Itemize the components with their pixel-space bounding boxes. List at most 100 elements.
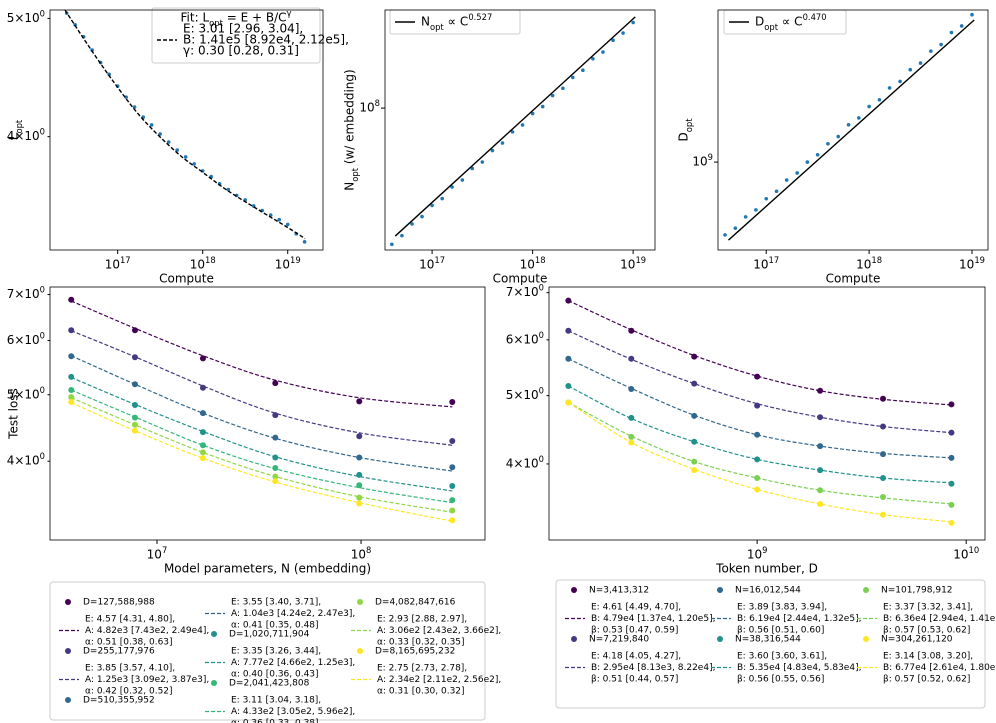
fit-line — [70, 355, 453, 472]
plot-area — [68, 296, 456, 524]
legend-marker — [65, 697, 71, 703]
legend-label: α: 0.51 [0.38, 0.63] — [85, 638, 173, 648]
legend-label: β: 0.57 [0.52, 0.62] — [883, 675, 970, 685]
legend-label: B: 6.19e4 [2.44e4, 1.32e5], — [737, 614, 861, 624]
data-point — [570, 75, 575, 80]
legend-label: α: 0.40 [0.36, 0.43] — [231, 670, 319, 680]
data-point — [183, 155, 188, 159]
data-point — [540, 104, 545, 109]
legend-label: E: 4.18 [4.05, 4.27], — [591, 652, 681, 662]
data-point — [631, 20, 635, 25]
legend-label: γ: 0.30 [0.28, 0.31] — [183, 44, 299, 58]
legend-label: A: 4.33e2 [3.05e2, 5.96e2], — [231, 707, 355, 717]
data-point — [356, 500, 363, 507]
data-point — [272, 454, 279, 461]
data-point — [628, 355, 635, 362]
legend-label: D=510,355,952 — [83, 696, 155, 706]
data-point — [199, 429, 206, 436]
y-tick-label: 7×100 — [7, 284, 45, 301]
x-tick-label: 1019 — [959, 255, 985, 272]
data-point — [948, 501, 955, 508]
fit-line — [728, 19, 975, 241]
y-tick-label: 5×100 — [7, 384, 45, 401]
data-point — [131, 402, 138, 409]
data-point — [754, 486, 761, 493]
y-tick-label: 4×100 — [506, 453, 544, 470]
legend-marker — [65, 648, 71, 654]
data-point — [970, 12, 974, 17]
data-point — [743, 215, 748, 219]
y-axis-label: Dopt — [677, 118, 694, 142]
legend-label: E: 3.35 [3.26, 3.44], — [231, 647, 321, 657]
x-tick-label: 1018 — [190, 255, 216, 272]
axes-frame — [717, 9, 989, 251]
legend-marker — [717, 636, 723, 642]
data-point — [277, 217, 281, 222]
legend-label: E: 3.01 [2.96, 3.04], — [183, 22, 303, 36]
data-point — [68, 327, 75, 334]
data-point — [565, 382, 572, 389]
fit-line — [71, 376, 453, 492]
legend-label: E: 3.11 [3.04, 3.18], — [231, 696, 321, 706]
legend-label: α: 0.36 [0.33, 0.38] — [231, 719, 319, 723]
legend-marker — [571, 587, 577, 593]
x-tick-label: 109 — [747, 545, 768, 562]
legend-marker — [571, 636, 577, 642]
data-point — [199, 410, 206, 417]
legend-box — [555, 579, 986, 709]
data-point — [430, 203, 434, 208]
legend-title: Fit: Lopt = E + B/Cγ — [181, 8, 292, 28]
legend-label: α: 0.31 [0.30, 0.32] — [377, 687, 465, 697]
legend-label: B: 6.77e4 [2.61e4, 1.80e5], — [883, 663, 996, 673]
data-point — [948, 519, 955, 526]
data-point — [877, 97, 882, 102]
data-point — [356, 433, 363, 440]
data-point — [131, 414, 138, 421]
data-point — [149, 123, 154, 127]
x-axis-label: Model parameters, N (embedding) — [164, 562, 371, 576]
fit-line — [568, 330, 952, 434]
data-point — [764, 196, 769, 201]
data-point — [628, 385, 635, 392]
data-point — [565, 327, 572, 334]
data-point — [601, 50, 605, 54]
data-point — [628, 327, 635, 334]
plot-area — [723, 12, 975, 241]
y-axis-label: Nopt (w/ embedding) — [343, 69, 360, 190]
legend-label: A: 1.04e3 [4.24e2, 2.47e3], — [231, 609, 355, 619]
legend-marker — [863, 587, 869, 593]
data-point — [356, 471, 363, 478]
data-point — [691, 380, 698, 387]
data-point — [449, 483, 456, 490]
legend-label: D=127,588,988 — [83, 598, 155, 608]
data-point — [784, 178, 789, 182]
data-point — [817, 414, 824, 421]
data-point — [460, 178, 465, 182]
data-point — [754, 456, 761, 463]
x-tick-label: 1019 — [275, 255, 301, 272]
data-point — [510, 130, 515, 134]
data-point — [948, 480, 955, 487]
data-point — [611, 38, 615, 43]
data-point — [754, 431, 761, 438]
y-tick-label: 5×100 — [506, 385, 544, 402]
data-point — [948, 454, 955, 461]
fit-line — [394, 16, 636, 237]
data-point — [867, 104, 871, 109]
data-point — [815, 152, 820, 157]
data-point — [272, 478, 279, 485]
data-point — [733, 226, 738, 230]
plot-area — [64, 10, 307, 244]
data-point — [857, 116, 861, 120]
x-tick-label: 1019 — [620, 255, 646, 272]
data-point — [226, 187, 231, 192]
data-point — [691, 467, 698, 474]
data-point — [68, 387, 75, 394]
y-tick-label: 7×100 — [506, 282, 544, 299]
data-point — [591, 56, 595, 61]
data-point — [199, 355, 206, 362]
legend-marker — [357, 599, 363, 605]
legend-label: β: 0.57 [0.53, 0.62] — [883, 626, 970, 636]
y-tick-label: 4×100 — [7, 451, 45, 468]
data-point — [691, 438, 698, 445]
